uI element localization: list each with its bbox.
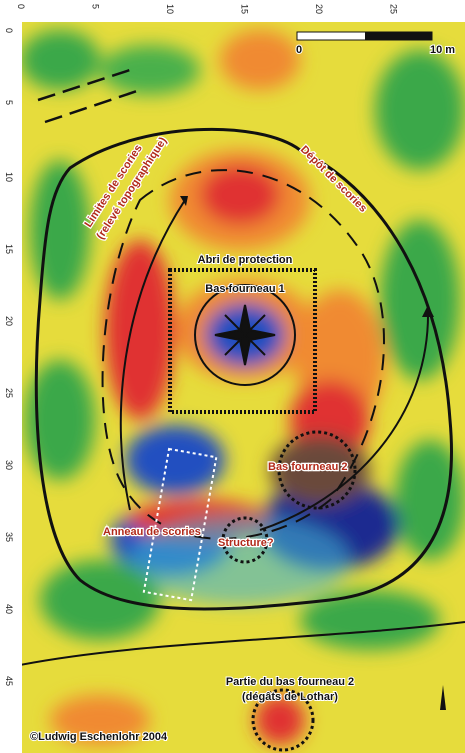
tick-label: 40: [4, 604, 14, 614]
annotation: Structure?: [218, 537, 274, 549]
tick-label: 0: [16, 4, 26, 9]
tick-label: 15: [240, 4, 250, 14]
tick-label: 5: [4, 100, 14, 105]
annotation: (dégâts de Lothar): [242, 691, 338, 703]
tick-label: 45: [4, 676, 14, 686]
scale-label: 0: [296, 44, 302, 56]
tick-label: 5: [91, 4, 101, 9]
map: 0 10 m Dépôt de scories Limites de scori…: [0, 0, 465, 753]
magnetic-field: 0 10 m Dépôt de scories Limites de scori…: [20, 22, 465, 753]
annotation: Anneau de scories: [103, 526, 201, 538]
tick-label: 30: [4, 460, 14, 470]
tick-label: 20: [314, 4, 324, 14]
tick-label: 10: [165, 4, 175, 14]
annotation: Bas fourneau 1: [205, 283, 284, 295]
tick-label: 25: [389, 4, 399, 14]
scale-label: 10 m: [430, 44, 455, 56]
tick-label: 0: [4, 28, 14, 33]
annotation: Partie du bas fourneau 2: [226, 676, 354, 688]
annotation: Bas fourneau 2: [268, 461, 347, 473]
tick-label: 20: [4, 316, 14, 326]
copyright: ©Ludwig Eschenlohr 2004: [30, 731, 168, 743]
scale-bar: [365, 32, 432, 40]
tick-label: 10: [4, 172, 14, 182]
tick-label: 35: [4, 532, 14, 542]
tick-label: 25: [4, 388, 14, 398]
annotation: Abri de protection: [198, 254, 293, 266]
tick-label: 15: [4, 244, 14, 254]
